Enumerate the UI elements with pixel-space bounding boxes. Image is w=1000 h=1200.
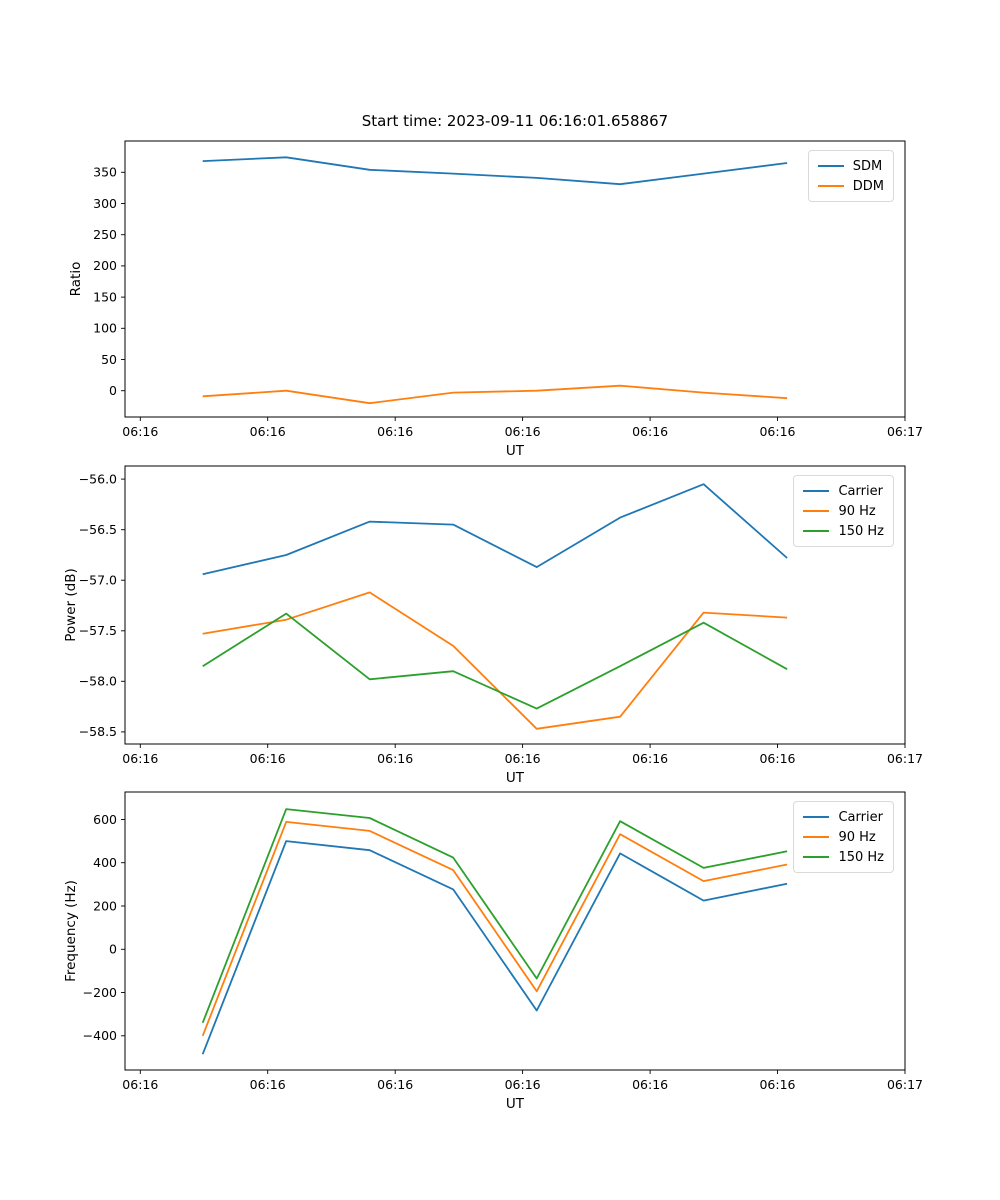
line-carrier bbox=[201, 840, 788, 1055]
axes-frame bbox=[124, 140, 906, 418]
legend-item-150hz: 150 Hz bbox=[803, 521, 884, 541]
figure-title: Start time: 2023-09-11 06:16:01.658867 bbox=[361, 112, 669, 130]
x-tick-label: 06:16 bbox=[505, 1077, 541, 1092]
line-150-hz bbox=[201, 808, 788, 1024]
legend-item-90hz: 90 Hz bbox=[803, 501, 884, 521]
legend-item-carrier: Carrier bbox=[803, 481, 884, 501]
y-tick-label: 150 bbox=[93, 289, 117, 304]
legend-label-90hz: 90 Hz bbox=[838, 829, 876, 845]
frequency-y-axis-label: Frequency (Hz) bbox=[63, 880, 79, 982]
x-tick-label: 06:16 bbox=[250, 424, 286, 439]
sdm-line-swatch bbox=[817, 165, 844, 167]
x-tick-label: 06:16 bbox=[759, 1077, 795, 1092]
frequency-plot-area: 06:16 06:16 06:16 06:16 06:16 06:16 06:17 600 40… bbox=[83, 791, 923, 1092]
y-tick-label: 100 bbox=[93, 321, 117, 336]
x-tick-label: 06:16 bbox=[632, 424, 668, 439]
line-sdm bbox=[202, 156, 788, 186]
carrier-line-swatch bbox=[803, 490, 830, 492]
ddm-line-swatch bbox=[817, 185, 844, 187]
y-tick-label: −58.5 bbox=[79, 724, 117, 739]
x-tick-label: 06:16 bbox=[122, 1077, 158, 1092]
x-tick-label: 06:16 bbox=[377, 424, 413, 439]
ratio-plot-area: 06:16 06:16 06:16 06:16 06:16 06:16 06:17 0 50 10… bbox=[93, 140, 923, 439]
y-tick-label: 0 bbox=[109, 942, 117, 957]
line-ddm bbox=[202, 384, 788, 405]
x-tick-label: 06:16 bbox=[122, 424, 158, 439]
frequency-legend: Carrier 90 Hz 150 Hz bbox=[793, 801, 894, 873]
x-tick-label: 06:16 bbox=[632, 751, 668, 766]
legend-label-90hz: 90 Hz bbox=[838, 503, 876, 519]
90hz-line-swatch bbox=[803, 836, 830, 838]
y-tick-label: 300 bbox=[93, 196, 117, 211]
x-tick-label: 06:16 bbox=[759, 751, 795, 766]
legend-item-ddm: DDM bbox=[817, 176, 884, 196]
y-tick-label: 250 bbox=[93, 227, 117, 242]
y-tick-label: 50 bbox=[101, 352, 117, 367]
x-tick-label: 06:16 bbox=[122, 751, 158, 766]
power-axes: 06:16 06:16 06:16 06:16 06:16 06:16 06:17 −56.0… bbox=[63, 465, 923, 786]
power-legend: Carrier 90 Hz 150 Hz bbox=[793, 475, 894, 547]
y-tick-label: −400 bbox=[83, 1028, 117, 1043]
y-tick-label: 600 bbox=[93, 812, 117, 827]
x-tick-label: 06:16 bbox=[632, 1077, 668, 1092]
y-tick-label: 200 bbox=[93, 258, 117, 273]
y-tick-label: 0 bbox=[109, 383, 117, 398]
x-tick-label: 06:16 bbox=[505, 424, 541, 439]
x-tick-label: 06:16 bbox=[759, 424, 795, 439]
line-90-hz bbox=[202, 591, 788, 730]
x-tick-label: 06:16 bbox=[250, 751, 286, 766]
carrier-line-swatch bbox=[803, 816, 830, 818]
frequency-x-axis-label: UT bbox=[505, 1096, 525, 1112]
power-plot-area: 06:16 06:16 06:16 06:16 06:16 06:16 06:17 −56.0… bbox=[79, 465, 923, 766]
y-tick-label: −56.0 bbox=[79, 471, 117, 486]
90hz-line-swatch bbox=[803, 510, 830, 512]
axes-frame bbox=[124, 791, 906, 1071]
x-tick-label: 06:16 bbox=[250, 1077, 286, 1092]
150hz-line-swatch bbox=[803, 530, 830, 532]
axes-frame bbox=[124, 465, 906, 745]
legend-label-sdm: SDM bbox=[852, 158, 883, 174]
legend-item-sdm: SDM bbox=[817, 156, 884, 176]
legend-label-ddm: DDM bbox=[852, 178, 884, 194]
y-tick-label: −200 bbox=[83, 985, 117, 1000]
legend-label-150hz: 150 Hz bbox=[838, 849, 884, 865]
legend-label-carrier: Carrier bbox=[838, 483, 883, 499]
legend-label-carrier: Carrier bbox=[838, 809, 883, 825]
x-tick-label: 06:16 bbox=[505, 751, 541, 766]
legend-item-carrier: Carrier bbox=[803, 807, 884, 827]
line-150-hz bbox=[202, 612, 788, 710]
y-tick-label: −56.5 bbox=[79, 522, 117, 537]
legend-item-150hz: 150 Hz bbox=[803, 847, 884, 867]
150hz-line-swatch bbox=[803, 856, 830, 858]
frequency-axes: 06:16 06:16 06:16 06:16 06:16 06:16 06:17 600 40… bbox=[63, 791, 923, 1112]
x-tick-label: 06:17 bbox=[887, 751, 923, 766]
y-tick-label: −57.5 bbox=[79, 623, 117, 638]
line-90-hz bbox=[201, 820, 788, 1037]
ratio-axes: 06:16 06:16 06:16 06:16 06:16 06:16 06:17 0 50 10… bbox=[68, 140, 923, 459]
y-tick-label: 400 bbox=[93, 855, 117, 870]
ratio-x-axis-label: UT bbox=[505, 443, 525, 459]
y-tick-label: −58.0 bbox=[79, 674, 117, 689]
x-tick-label: 06:17 bbox=[887, 1077, 923, 1092]
y-tick-label: 350 bbox=[93, 165, 117, 180]
x-tick-label: 06:17 bbox=[887, 424, 923, 439]
y-tick-label: −57.0 bbox=[79, 573, 117, 588]
y-tick-label: 200 bbox=[93, 898, 117, 913]
legend-label-150hz: 150 Hz bbox=[838, 523, 884, 539]
x-tick-label: 06:16 bbox=[377, 751, 413, 766]
line-carrier bbox=[202, 483, 788, 576]
ratio-legend: SDM DDM bbox=[807, 150, 894, 202]
legend-item-90hz: 90 Hz bbox=[803, 827, 884, 847]
power-x-axis-label: UT bbox=[505, 770, 525, 786]
power-y-axis-label: Power (dB) bbox=[63, 568, 79, 642]
ratio-y-axis-label: Ratio bbox=[68, 261, 84, 297]
x-tick-label: 06:16 bbox=[377, 1077, 413, 1092]
